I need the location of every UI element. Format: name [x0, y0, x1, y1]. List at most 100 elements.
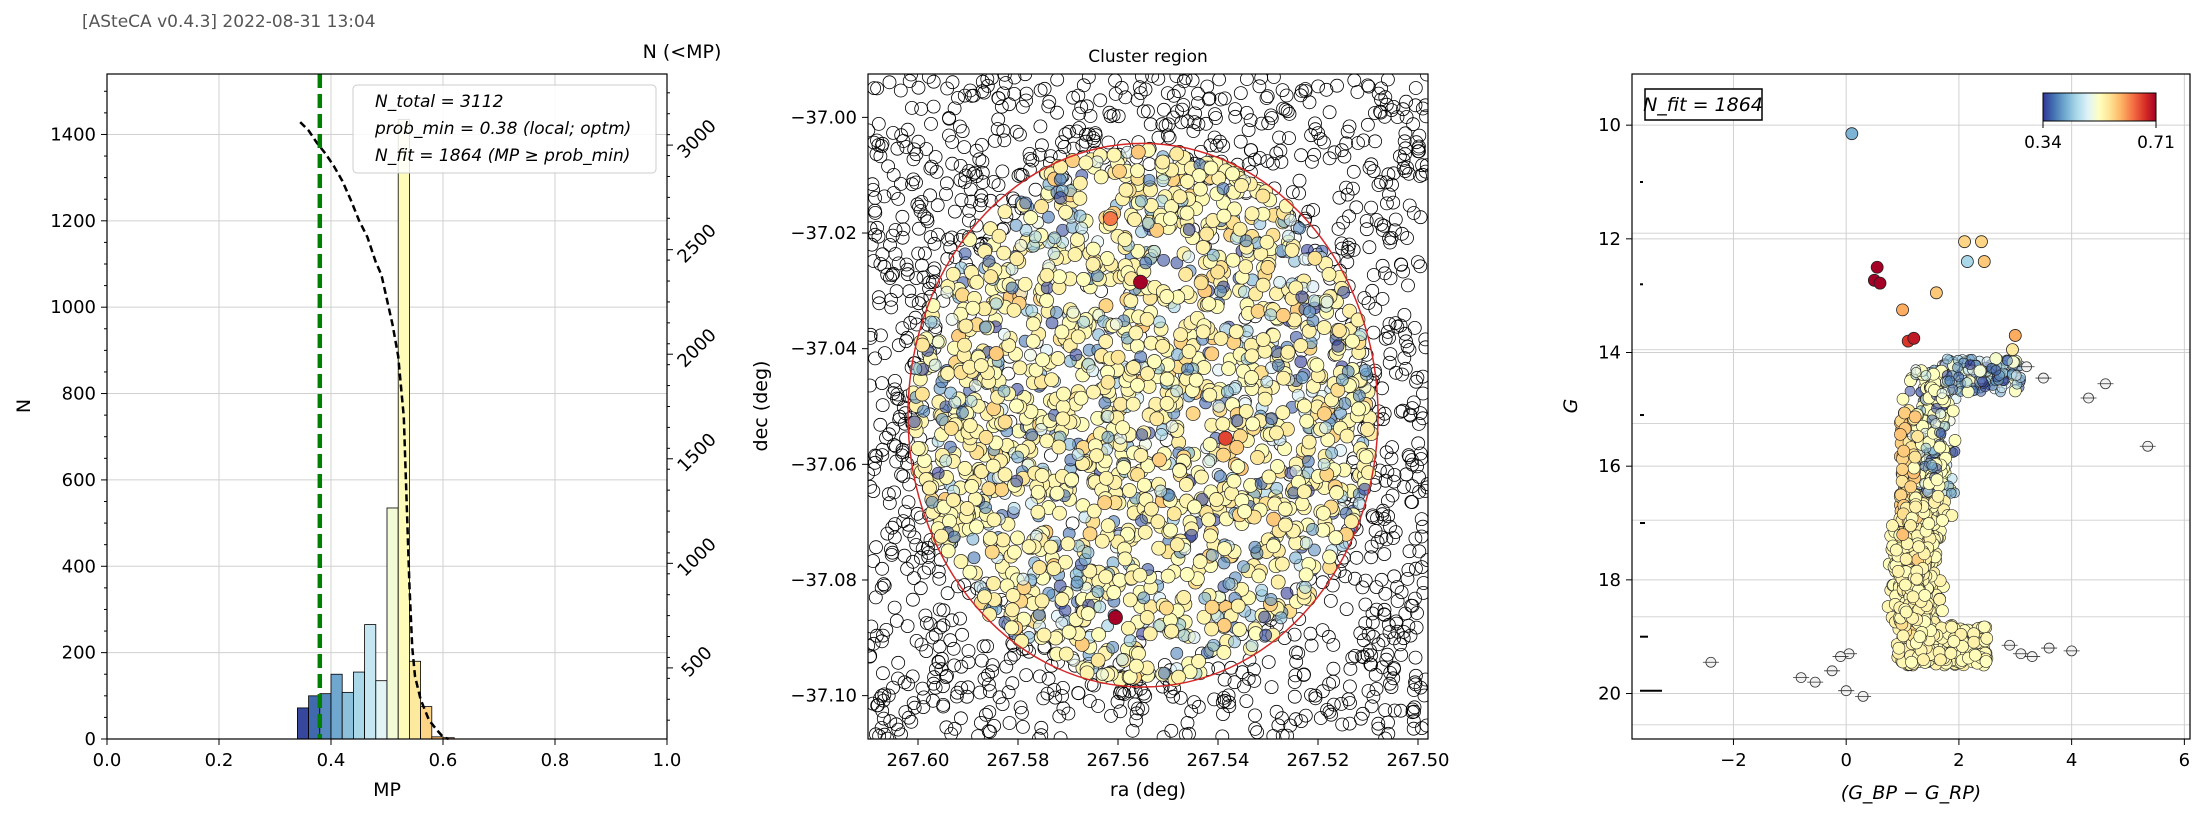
member-star — [1086, 503, 1102, 519]
field-star — [1335, 717, 1350, 732]
field-star — [922, 74, 936, 84]
member-star — [1098, 298, 1114, 313]
field-star — [1164, 723, 1179, 738]
field-star — [1374, 217, 1388, 232]
field-star — [1340, 255, 1355, 270]
member-star — [1221, 361, 1236, 376]
member-star — [1142, 626, 1158, 642]
member-star — [1151, 540, 1167, 556]
member-star — [1053, 173, 1067, 187]
member-star — [1100, 374, 1116, 390]
member-star — [1078, 155, 1094, 171]
member-star — [1035, 352, 1050, 368]
field-star — [976, 639, 991, 654]
field-star — [1321, 629, 1336, 644]
field-star — [875, 247, 890, 262]
field-star — [1055, 135, 1069, 150]
field-star — [945, 135, 959, 149]
field-star — [868, 378, 877, 393]
field-star — [1413, 446, 1428, 461]
field-star — [877, 259, 892, 274]
field-star — [996, 86, 1011, 101]
cmd-member-star — [1990, 364, 2002, 376]
member-star — [1010, 474, 1024, 488]
cluster-region-ticks: 267.60 267.58 267.56 267.54 267.52 267.50−37.… — [790, 107, 1449, 771]
member-star — [1039, 267, 1055, 283]
member-star — [1073, 209, 1087, 223]
field-star — [951, 579, 965, 594]
member-star — [1093, 169, 1109, 185]
field-star — [870, 81, 884, 96]
member-star — [1257, 391, 1273, 407]
cmd-field-stars — [1702, 361, 2156, 702]
nfit-annotation: N_fit = 1864 — [1643, 88, 1763, 121]
member-star — [1004, 602, 1020, 618]
field-star — [957, 140, 972, 155]
field-star — [939, 187, 953, 201]
field-star — [1407, 320, 1422, 335]
field-star — [1217, 91, 1232, 106]
nfit-annotation-box — [1644, 88, 1763, 121]
member-star — [1179, 174, 1195, 189]
member-star — [1089, 448, 1104, 463]
field-star — [1412, 544, 1427, 559]
member-star — [945, 313, 959, 326]
member-star — [1122, 592, 1138, 608]
field-star — [1308, 691, 1323, 706]
member-star — [978, 320, 992, 334]
field-star — [868, 351, 882, 366]
member-star — [1101, 430, 1115, 444]
field-star — [953, 173, 968, 188]
field-star — [1364, 550, 1378, 565]
member-star — [1130, 467, 1145, 483]
field-star — [1136, 104, 1151, 119]
magnitude-axis-label: G — [1560, 399, 1582, 414]
member-star — [1182, 250, 1195, 264]
member-star — [983, 269, 999, 285]
field-star — [1383, 271, 1398, 286]
color-index-axis-label: (G_BP − G_RP) — [1841, 782, 1981, 804]
field-star — [1007, 74, 1022, 85]
field-star — [891, 191, 906, 206]
member-star — [1130, 144, 1146, 160]
field-star — [1304, 128, 1318, 143]
field-star — [868, 205, 883, 220]
member-star — [1030, 504, 1046, 520]
field-star — [896, 222, 911, 237]
member-star — [1230, 598, 1246, 614]
field-star — [910, 197, 925, 212]
field-star — [1353, 626, 1368, 641]
field-star — [1311, 79, 1325, 94]
field-star — [886, 125, 900, 140]
field-star — [975, 165, 990, 180]
member-star — [1255, 332, 1271, 347]
cmd-member-star — [1979, 655, 1993, 668]
cmd-member-star — [1894, 428, 1907, 441]
field-star — [1022, 146, 1037, 161]
field-star — [963, 182, 978, 197]
field-star — [1158, 118, 1173, 133]
cmd-y-tick-label: 12 — [1598, 229, 1621, 250]
member-star — [1278, 198, 1294, 214]
field-star — [1342, 119, 1357, 134]
cmd-frame — [1631, 73, 2191, 740]
field-star — [1276, 101, 1290, 116]
field-star — [1110, 694, 1125, 709]
field-star — [876, 628, 890, 643]
member-star — [1081, 546, 1095, 559]
member-star — [1025, 428, 1039, 442]
field-star — [932, 571, 947, 586]
field-star — [1339, 136, 1354, 151]
member-star — [940, 543, 956, 559]
field-star — [1370, 535, 1385, 549]
member-star — [1101, 409, 1115, 423]
cmd-member-star — [1961, 377, 1973, 388]
field-star — [1399, 334, 1413, 349]
cmd-member-star — [1911, 430, 1924, 443]
member-star — [1169, 537, 1185, 553]
field-star — [1385, 488, 1400, 503]
field-star — [1326, 661, 1341, 676]
member-star — [1181, 344, 1197, 359]
field-star — [1278, 102, 1293, 117]
field-star — [1375, 258, 1390, 273]
